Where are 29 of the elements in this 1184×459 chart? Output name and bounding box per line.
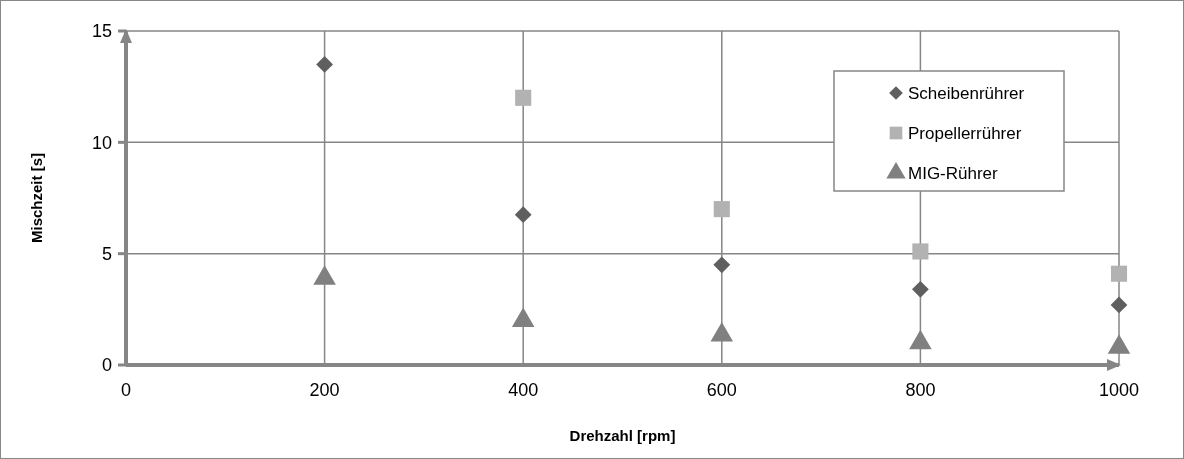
y-tick-label: 5 xyxy=(101,243,112,264)
point xyxy=(912,243,929,260)
x-tick-label: 800 xyxy=(905,380,936,400)
x-tick-label: 1000 xyxy=(1098,380,1140,400)
x-tick-label: 600 xyxy=(706,380,737,400)
point xyxy=(313,265,336,285)
y-axis-title: Mischzeit [s] xyxy=(28,152,45,244)
y-tick-label: 0 xyxy=(101,355,112,376)
point xyxy=(1110,265,1128,282)
point xyxy=(912,280,929,298)
point xyxy=(1110,296,1128,314)
legend-label: MIG-Rührer xyxy=(908,163,999,183)
legend-label: Scheibenrührer xyxy=(908,83,1025,103)
point xyxy=(515,89,532,106)
x-tick-label: 200 xyxy=(309,380,340,400)
y-tick-label: 10 xyxy=(91,132,112,153)
x-tick-label: 400 xyxy=(508,380,539,400)
point xyxy=(511,307,535,327)
y-tick-label: 15 xyxy=(91,21,112,42)
point xyxy=(909,329,932,350)
legend-label: Propellerrührer xyxy=(908,123,1022,143)
x-tick-label: 0 xyxy=(120,380,132,400)
point xyxy=(514,206,532,224)
point xyxy=(713,256,731,274)
point xyxy=(316,56,333,73)
point xyxy=(1107,334,1131,354)
x-axis-title: Drehzahl [rpm] xyxy=(569,427,676,444)
point xyxy=(710,321,734,342)
point xyxy=(713,201,730,218)
